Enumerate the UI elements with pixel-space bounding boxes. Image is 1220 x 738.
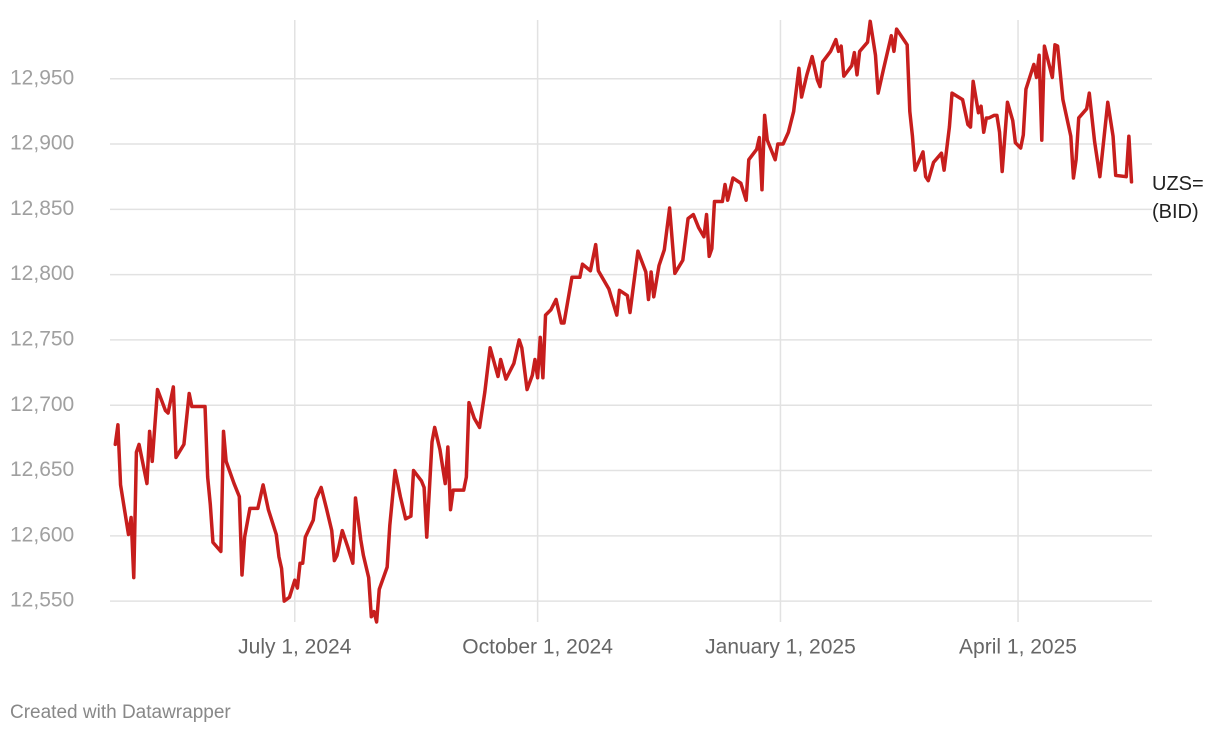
x-tick-label: January 1, 2025 [705, 636, 856, 659]
y-tick-label: 12,800 [10, 262, 74, 285]
y-tick-label: 12,600 [10, 523, 74, 546]
y-tick-label: 12,650 [10, 458, 74, 481]
credit: Created with Datawrapper [10, 702, 231, 723]
series-label: UZS= (BID) [1152, 173, 1204, 223]
x-tick-label: October 1, 2024 [462, 636, 613, 659]
line [113, 19, 1134, 624]
x-tick-label: April 1, 2025 [959, 636, 1077, 659]
y-tick-label: 12,850 [10, 197, 74, 220]
y-tick-label: 12,550 [10, 589, 74, 612]
y-tick-label: 12,700 [10, 393, 74, 416]
x-tick-label: July 1, 2024 [238, 636, 352, 659]
y-tick-label: 12,750 [10, 327, 74, 350]
y-tick-label: 12,950 [10, 66, 74, 89]
y-tick-label: 12,900 [10, 132, 74, 155]
